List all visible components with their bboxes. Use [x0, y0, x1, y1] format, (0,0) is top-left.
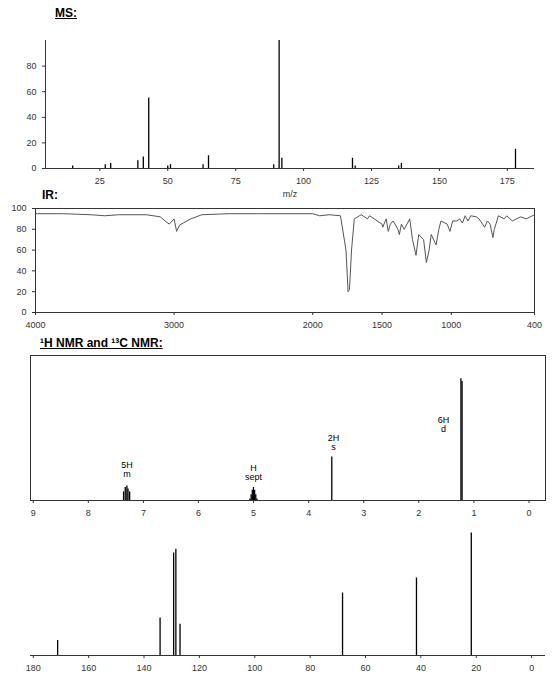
- svg-text:80: 80: [26, 61, 36, 71]
- svg-text:1: 1: [471, 508, 476, 518]
- svg-text:100: 100: [11, 203, 26, 213]
- svg-text:6Hd: 6Hd: [438, 415, 450, 434]
- svg-text:Hsept: Hsept: [245, 463, 263, 482]
- svg-text:150: 150: [432, 176, 447, 186]
- svg-text:20: 20: [471, 663, 481, 673]
- svg-text:1000: 1000: [441, 320, 461, 330]
- svg-text:60: 60: [26, 87, 36, 97]
- svg-text:2000: 2000: [303, 320, 323, 330]
- svg-text:5Hm: 5Hm: [121, 460, 133, 479]
- svg-text:3000: 3000: [164, 320, 184, 330]
- svg-text:20: 20: [26, 138, 36, 148]
- svg-text:100: 100: [296, 176, 311, 186]
- svg-text:0: 0: [529, 663, 534, 673]
- svg-text:125: 125: [364, 176, 379, 186]
- svg-text:0: 0: [21, 307, 26, 317]
- svg-text:40: 40: [416, 663, 426, 673]
- svg-text:1500: 1500: [372, 320, 392, 330]
- html-text:MS:: MS:: [55, 6, 77, 20]
- svg-text:0: 0: [31, 163, 36, 173]
- svg-text:6: 6: [196, 508, 201, 518]
- svg-text:9: 9: [31, 508, 36, 518]
- html-text:¹H NMR and ¹³C NMR:: ¹H NMR and ¹³C NMR:: [40, 336, 163, 350]
- svg-text:50: 50: [163, 176, 173, 186]
- svg-text:2: 2: [416, 508, 421, 518]
- svg-text:4: 4: [306, 508, 311, 518]
- svg-text:8: 8: [86, 508, 91, 518]
- svg-text:400: 400: [527, 320, 542, 330]
- svg-text:40: 40: [26, 112, 36, 122]
- html-text:IR:: IR:: [42, 188, 58, 202]
- svg-text:5: 5: [251, 508, 256, 518]
- svg-text:25: 25: [95, 176, 105, 186]
- svg-text:20: 20: [16, 287, 26, 297]
- svg-text:120: 120: [192, 663, 207, 673]
- svg-text:160: 160: [81, 663, 96, 673]
- svg-text:75: 75: [231, 176, 241, 186]
- svg-text:180: 180: [26, 663, 41, 673]
- svg-text:40: 40: [16, 266, 26, 276]
- svg-text:100: 100: [247, 663, 262, 673]
- svg-text:80: 80: [305, 663, 315, 673]
- svg-text:80: 80: [16, 224, 26, 234]
- svg-text:0: 0: [526, 508, 531, 518]
- svg-text:175: 175: [500, 176, 515, 186]
- svg-text:4000: 4000: [25, 320, 45, 330]
- svg-text:2Hs: 2Hs: [328, 433, 340, 452]
- svg-text:m/z: m/z: [283, 189, 298, 199]
- svg-text:60: 60: [16, 245, 26, 255]
- svg-text:60: 60: [361, 663, 371, 673]
- svg-text:7: 7: [141, 508, 146, 518]
- svg-text:3: 3: [361, 508, 366, 518]
- svg-text:140: 140: [137, 663, 152, 673]
